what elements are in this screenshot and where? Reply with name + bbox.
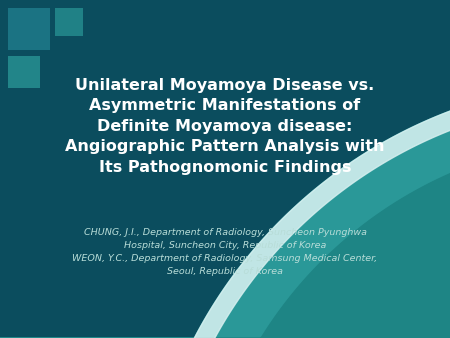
Polygon shape bbox=[169, 80, 450, 338]
Polygon shape bbox=[0, 138, 450, 338]
Text: Unilateral Moyamoya Disease vs.
Asymmetric Manifestations of
Definite Moyamoya d: Unilateral Moyamoya Disease vs. Asymmetr… bbox=[65, 78, 385, 175]
Bar bbox=[8, 8, 50, 50]
Polygon shape bbox=[0, 80, 450, 338]
Bar bbox=[55, 8, 83, 36]
Bar bbox=[8, 56, 40, 88]
Polygon shape bbox=[0, 98, 450, 338]
Text: CHUNG, J.I., Department of Radiology, Suncheon Pyunghwa
Hospital, Suncheon City,: CHUNG, J.I., Department of Radiology, Su… bbox=[72, 228, 378, 275]
